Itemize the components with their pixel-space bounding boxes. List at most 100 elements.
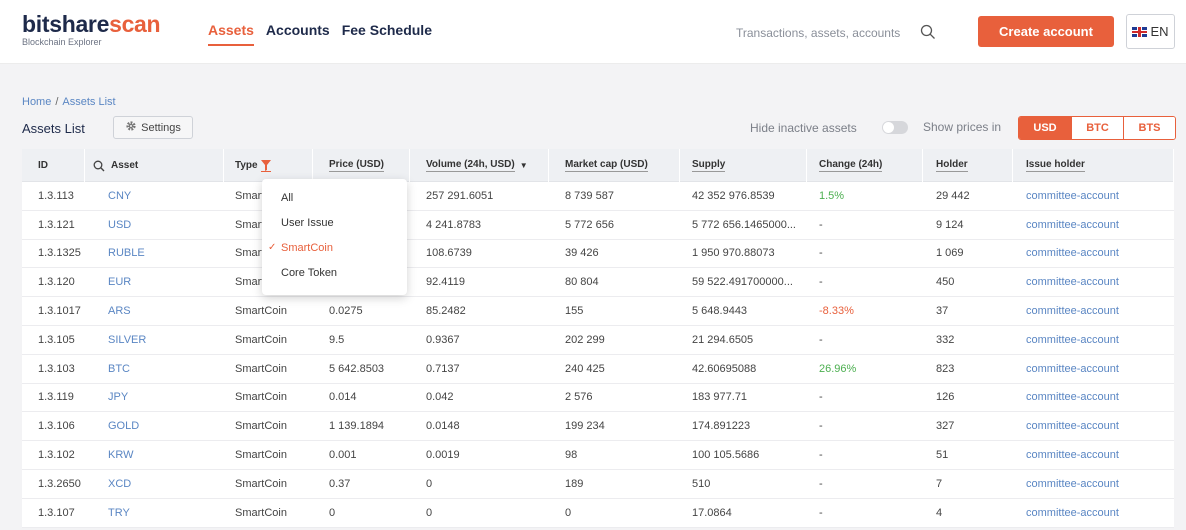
nav-assets[interactable]: Assets [208, 22, 254, 46]
nav-fee-schedule[interactable]: Fee Schedule [341, 22, 432, 38]
cell-change: - [819, 449, 823, 462]
cell-id: 1.3.2650 [38, 477, 81, 490]
hide-inactive-toggle[interactable] [882, 121, 908, 134]
table-row[interactable]: 1.3.1017 ARS SmartCoin 0.0275 85.2482 155 5 64… [22, 297, 1174, 326]
cell-supply: 21 294.6505 [692, 333, 754, 346]
cell-id: 1.3.105 [38, 333, 75, 346]
settings-button[interactable]: Settings [113, 116, 193, 139]
cell-change: 26.96% [819, 362, 857, 375]
table-row[interactable]: 1.3.113 CNY SmartCoin 257 291.6051 8 739 587… [22, 182, 1174, 211]
cell-holder: 4 [936, 506, 943, 519]
cell-price: 0.014 [329, 391, 357, 404]
cell-volume: 0 [426, 477, 433, 490]
table-row[interactable]: 1.3.121 USD SmartCoin 4 241.8783 5 772 656 5 … [22, 210, 1174, 240]
cell-asset[interactable]: XCD [108, 477, 132, 490]
filter-icon[interactable] [260, 159, 272, 172]
breadcrumb-home[interactable]: Home [22, 96, 52, 108]
cell-issue-holder[interactable]: committee-account [1026, 506, 1119, 519]
search-input[interactable] [736, 23, 916, 43]
table-row[interactable]: 1.3.102 KRW SmartCoin 0.001 0.0019 98 100 105.… [22, 441, 1174, 470]
column-volume[interactable]: Volume (24h, USD) ▼ [410, 149, 549, 182]
cell-asset[interactable]: GOLD [108, 420, 140, 433]
cell-issue-holder[interactable]: committee-account [1026, 276, 1119, 289]
column-price[interactable]: Price (USD) [313, 149, 410, 182]
filter-option-all[interactable]: All [281, 191, 294, 204]
column-type[interactable]: Type [224, 149, 313, 182]
table-header: ID Asset Type Price (USD) Volume (24h, U… [22, 149, 1174, 182]
cell-type: SmartCoin [235, 391, 287, 404]
search-icon[interactable] [93, 160, 105, 172]
language-selector[interactable]: EN [1126, 14, 1175, 49]
checkmark-icon: ✓ [268, 242, 277, 253]
cell-supply: 42.60695088 [692, 362, 757, 375]
filter-option-core-token[interactable]: Core Token [281, 266, 338, 279]
currency-bts[interactable]: BTS [1123, 117, 1175, 139]
sort-down-icon: ▼ [519, 161, 528, 170]
currency-usd[interactable]: USD [1019, 117, 1071, 139]
currency-btc[interactable]: BTC [1071, 117, 1123, 139]
table-row[interactable]: 1.3.2650 XCD SmartCoin 0.37 0 189 510 - 7 committ… [22, 469, 1174, 499]
table-row[interactable]: 1.3.107 TRY SmartCoin 0 0 0 17.0864 - 4 committee… [22, 498, 1174, 528]
column-supply[interactable]: Supply [680, 149, 807, 182]
cell-market-cap: 189 [565, 477, 584, 490]
cell-type: SmartCoin [235, 362, 287, 375]
cell-issue-holder[interactable]: committee-account [1026, 189, 1119, 202]
cell-asset[interactable]: TRY [108, 506, 130, 519]
cell-asset[interactable]: KRW [108, 449, 134, 462]
cell-type: SmartCoin [235, 305, 287, 318]
cell-change: - [819, 391, 823, 404]
column-id[interactable]: ID [22, 149, 85, 182]
cell-supply: 183 977.71 [692, 391, 748, 404]
table-row[interactable]: 1.3.119 JPY SmartCoin 0.014 0.042 2 576 183 97… [22, 383, 1174, 413]
cell-price: 0 [329, 506, 336, 519]
cell-holder: 7 [936, 477, 943, 490]
cell-asset[interactable]: CNY [108, 189, 132, 202]
column-change[interactable]: Change (24h) [807, 149, 923, 182]
breadcrumb-assets-list[interactable]: Assets List [62, 96, 116, 108]
cell-asset[interactable]: JPY [108, 391, 129, 404]
column-asset[interactable]: Asset [85, 149, 224, 182]
cell-id: 1.3.107 [38, 506, 75, 519]
cell-supply: 510 [692, 477, 711, 490]
table-row[interactable]: 1.3.106 GOLD SmartCoin 1 139.1894 0.0148 199 … [22, 412, 1174, 442]
cell-issue-holder[interactable]: committee-account [1026, 218, 1119, 231]
cell-change: - [819, 247, 823, 260]
gear-icon [125, 120, 137, 135]
table-row[interactable]: 1.3.1325 RUBLE SmartCoin 108.6739 39 426 1 95… [22, 239, 1174, 269]
search-icon[interactable] [920, 24, 936, 43]
cell-id: 1.3.113 [38, 189, 74, 202]
create-account-button[interactable]: Create account [978, 16, 1114, 47]
table-row[interactable]: 1.3.105 SILVER SmartCoin 9.5 0.9367 202 299 21… [22, 325, 1174, 355]
cell-volume: 0.9367 [426, 333, 460, 346]
cell-change: - [819, 218, 823, 231]
cell-asset[interactable]: USD [108, 218, 132, 231]
table-row[interactable]: 1.3.120 EUR SmartCoin 92.4119 80 804 59 522.4… [22, 268, 1174, 298]
column-market-cap[interactable]: Market cap (USD) [549, 149, 680, 182]
cell-asset[interactable]: EUR [108, 276, 132, 289]
filter-option-user-issue[interactable]: User Issue [281, 216, 334, 229]
filter-option-smartcoin[interactable]: ✓ SmartCoin [268, 241, 333, 254]
cell-asset[interactable]: RUBLE [108, 247, 145, 260]
column-holder[interactable]: Holder [923, 149, 1013, 182]
cell-supply: 5 648.9443 [692, 305, 748, 318]
cell-holder: 37 [936, 305, 949, 318]
cell-issue-holder[interactable]: committee-account [1026, 305, 1119, 318]
cell-issue-holder[interactable]: committee-account [1026, 477, 1119, 490]
nav-accounts[interactable]: Accounts [265, 22, 330, 38]
cell-issue-holder[interactable]: committee-account [1026, 362, 1119, 375]
logo[interactable]: bitsharescan Blockchain Explorer [22, 12, 161, 47]
cell-issue-holder[interactable]: committee-account [1026, 247, 1119, 260]
cell-asset[interactable]: SILVER [108, 333, 147, 346]
cell-asset[interactable]: BTC [108, 362, 130, 375]
cell-id: 1.3.102 [38, 449, 75, 462]
cell-holder: 332 [936, 333, 955, 346]
cell-issue-holder[interactable]: committee-account [1026, 391, 1119, 404]
cell-asset[interactable]: ARS [108, 305, 131, 318]
cell-issue-holder[interactable]: committee-account [1026, 420, 1119, 433]
cell-volume: 257 291.6051 [426, 189, 494, 202]
cell-market-cap: 80 804 [565, 276, 599, 289]
cell-issue-holder[interactable]: committee-account [1026, 449, 1119, 462]
column-issue-holder[interactable]: Issue holder [1013, 149, 1174, 182]
table-row[interactable]: 1.3.103 BTC SmartCoin 5 642.8503 0.7137 240 4… [22, 354, 1174, 384]
cell-issue-holder[interactable]: committee-account [1026, 333, 1119, 346]
